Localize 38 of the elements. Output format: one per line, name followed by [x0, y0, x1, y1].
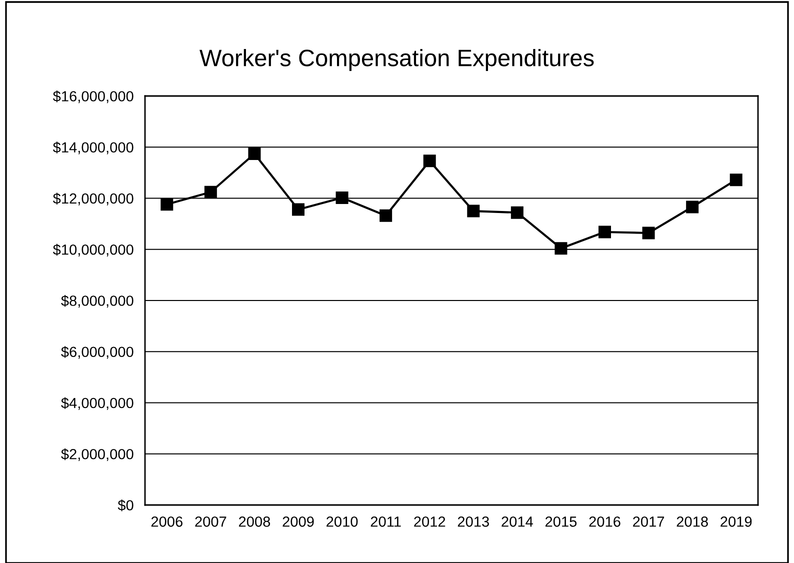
y-tick-label: $14,000,000 [52, 142, 134, 154]
point [554, 242, 568, 255]
x-tick-label: 2019 [720, 516, 752, 527]
point [423, 154, 436, 168]
x-tick-label: 2018 [676, 516, 708, 527]
point [160, 198, 174, 211]
point [642, 226, 655, 240]
point [292, 203, 304, 216]
y-tick-label: $16,000,000 [52, 90, 134, 104]
x-tick-label: 2014 [502, 516, 533, 527]
x-tick-label: 2013 [458, 516, 489, 527]
point [204, 186, 217, 198]
y-tick-label: $2,000,000 [61, 448, 134, 462]
y-tick-label: $6,000,000 [61, 346, 134, 359]
x-tick-label: 2007 [195, 516, 226, 527]
y-tick-label: $12,000,000 [52, 192, 134, 206]
x-tick-label: 2010 [326, 516, 358, 527]
x-tick-label: 2011 [370, 516, 401, 527]
point [598, 226, 611, 238]
chart-title: Worker's Compensation Expenditures [200, 48, 594, 72]
point [730, 174, 742, 186]
point [248, 148, 261, 160]
x-tick-label: 2009 [282, 516, 314, 527]
point [380, 209, 392, 222]
x-tick-label: 2012 [414, 516, 446, 527]
x-tick-label: 2017 [633, 516, 664, 527]
point [686, 200, 699, 214]
y-tick-label: $0 [118, 499, 134, 512]
x-tick-label: 2008 [238, 516, 270, 527]
x-tick-label: 2016 [589, 516, 620, 527]
y-tick-label: $8,000,000 [61, 294, 134, 308]
x-tick-label: 2015 [545, 516, 577, 527]
y-tick-label: $10,000,000 [52, 244, 134, 257]
point [336, 191, 348, 204]
y-tick-label: $4,000,000 [61, 397, 134, 410]
point [467, 204, 480, 218]
point [510, 206, 524, 219]
x-tick-label: 2006 [151, 516, 182, 527]
